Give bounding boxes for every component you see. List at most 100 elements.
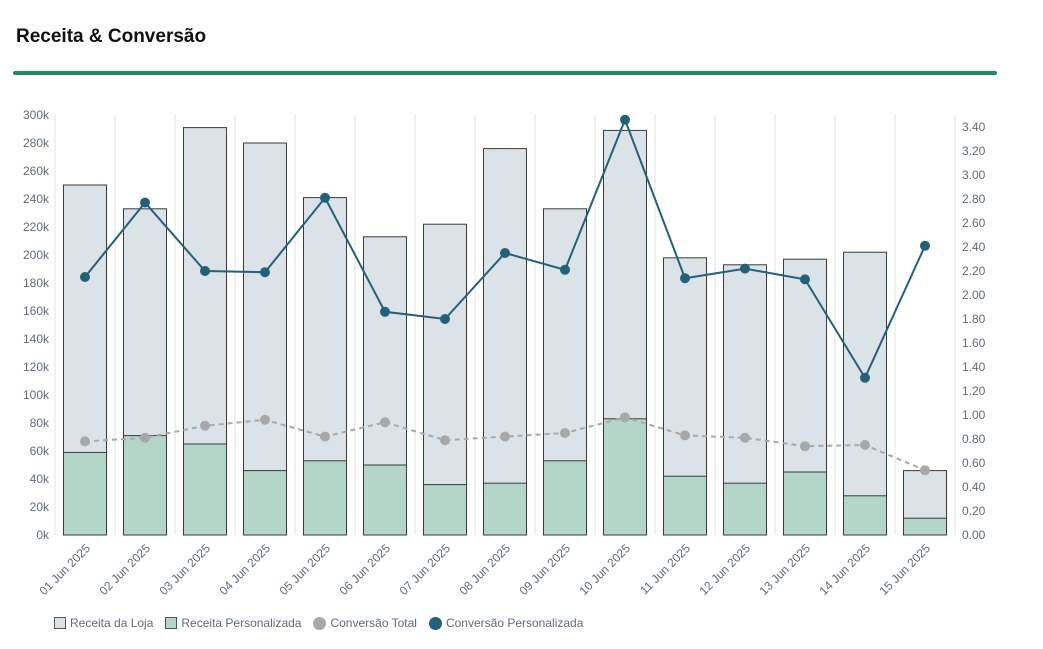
- y2-axis-tick-label: 1.60: [962, 336, 986, 350]
- y-axis-tick-label: 60k: [30, 444, 50, 458]
- point-conversao-personalizada: [260, 267, 270, 278]
- y2-axis-tick-label: 2.40: [962, 240, 986, 254]
- bar-receita-loja: [243, 142, 287, 536]
- bar-receita-personalizada: [903, 517, 947, 536]
- y2-axis-tick-label: 2.60: [962, 216, 986, 230]
- bar-receita-personalizada: [603, 418, 647, 536]
- legend-label-receita-personalizada: Receita Personalizada: [181, 616, 302, 630]
- bar-receita-personalizada: [183, 443, 227, 536]
- y-axis-tick-label: 200k: [23, 248, 50, 262]
- legend-item-receita-personalizada[interactable]: Receita Personalizada: [165, 616, 301, 630]
- bar-receita-personalizada: [843, 495, 887, 536]
- legend-swatch-receita-loja: [54, 617, 66, 629]
- x-axis-tick-label: 13 Jun 2025: [757, 541, 814, 598]
- y-axis-tick-label: 280k: [23, 136, 50, 150]
- y-axis-tick-label: 240k: [23, 192, 50, 206]
- y2-axis-tick-label: 2.20: [962, 264, 986, 278]
- point-conversao-total: [380, 417, 390, 428]
- legend-label-conversao-total: Conversão Total: [330, 616, 417, 630]
- point-conversao-personalizada: [500, 248, 510, 258]
- bar-receita-personalizada: [423, 484, 467, 536]
- y2-axis-tick-label: 1.80: [962, 312, 986, 326]
- x-axis-tick-label: 10 Jun 2025: [577, 541, 634, 598]
- point-conversao-personalizada: [860, 372, 870, 383]
- bar-receita-loja: [423, 223, 467, 536]
- bar-receita-loja: [483, 148, 527, 536]
- y-axis-tick-label: 120k: [23, 360, 50, 374]
- y2-axis-tick-label: 1.40: [962, 360, 986, 374]
- x-axis-tick-label: 02 Jun 2025: [97, 541, 154, 598]
- legend-label-receita-loja: Receita da Loja: [70, 616, 154, 630]
- point-conversao-total: [620, 412, 630, 423]
- point-conversao-personalizada: [560, 264, 570, 275]
- bar-receita-loja: [843, 251, 887, 536]
- y-axis-tick-label: 80k: [30, 416, 50, 430]
- x-axis-tick-label: 01 Jun 2025: [37, 541, 94, 598]
- x-axis-tick-label: 14 Jun 2025: [817, 541, 874, 598]
- y2-axis-tick-label: 3.20: [962, 144, 986, 158]
- y2-axis-tick-label: 0.20: [962, 504, 986, 518]
- point-conversao-total: [320, 431, 330, 442]
- point-conversao-total: [680, 430, 690, 441]
- point-conversao-personalizada: [140, 197, 150, 208]
- x-axis-tick-label: 07 Jun 2025: [397, 541, 454, 598]
- point-conversao-personalizada: [80, 272, 90, 282]
- bar-receita-personalizada: [303, 460, 347, 536]
- x-axis-tick-label: 08 Jun 2025: [457, 541, 514, 598]
- y-axis-tick-label: 0k: [36, 528, 50, 542]
- bar-receita-personalizada: [63, 451, 107, 536]
- y2-axis-tick-label: 3.00: [962, 168, 986, 182]
- point-conversao-personalizada: [320, 192, 330, 203]
- legend-item-conversao-total[interactable]: Conversão Total: [313, 616, 417, 630]
- point-conversao-personalizada: [620, 114, 630, 125]
- point-conversao-total: [800, 441, 810, 452]
- y2-axis-tick-label: 2.00: [962, 288, 986, 302]
- bar-receita-personalizada: [783, 471, 827, 536]
- y-axis-tick-label: 20k: [30, 500, 50, 514]
- point-conversao-total: [860, 440, 870, 450]
- bar-receita-personalizada: [543, 460, 587, 536]
- legend-label-conversao-personalizada: Conversão Personalizada: [445, 616, 584, 630]
- legend-item-conversao-personalizada[interactable]: Conversão Personalizada: [428, 616, 584, 630]
- y-axis-tick-label: 40k: [30, 472, 50, 486]
- y-axis-tick-label: 260k: [23, 164, 50, 178]
- bar-receita-personalizada: [243, 470, 287, 536]
- point-conversao-total: [260, 414, 270, 425]
- point-conversao-personalizada: [740, 263, 750, 274]
- x-axis-tick-label: 05 Jun 2025: [277, 541, 334, 598]
- bar-receita-personalizada: [723, 482, 767, 536]
- y-axis-tick-label: 100k: [23, 388, 50, 402]
- point-conversao-total: [740, 432, 750, 443]
- point-conversao-total: [500, 431, 510, 442]
- x-axis-tick-label: 09 Jun 2025: [517, 541, 574, 598]
- legend-swatch-conversao-personalizada: [428, 616, 442, 630]
- y2-axis-tick-label: 3.40: [962, 120, 986, 134]
- x-axis-tick-label: 15 Jun 2025: [877, 541, 934, 598]
- y-axis-tick-label: 300k: [23, 108, 50, 122]
- bar-receita-personalizada: [363, 464, 407, 536]
- x-axis-tick-label: 11 Jun 2025: [637, 541, 693, 597]
- legend-swatch-receita-personalizada: [165, 617, 178, 629]
- legend-item-receita-loja[interactable]: Receita da Loja: [54, 616, 153, 630]
- x-axis-tick-label: 03 Jun 2025: [157, 541, 214, 598]
- y2-axis-tick-label: 0.40: [962, 480, 986, 494]
- x-axis-tick-label: 06 Jun 2025: [337, 541, 394, 598]
- x-axis-tick-label: 04 Jun 2025: [217, 541, 274, 598]
- point-conversao-total: [80, 436, 90, 447]
- point-conversao-personalizada: [380, 306, 390, 317]
- y2-axis-tick-label: 0.80: [962, 432, 986, 446]
- legend-swatch-conversao-total: [313, 616, 327, 630]
- title-underline: [13, 71, 997, 75]
- y2-axis-tick-label: 1.00: [962, 408, 986, 422]
- y2-axis-tick-label: 0.00: [962, 528, 986, 542]
- point-conversao-personalizada: [200, 266, 210, 276]
- y2-axis-tick-label: 0.60: [962, 456, 986, 470]
- bar-receita-personalizada: [663, 475, 707, 536]
- y-axis-tick-label: 160k: [23, 304, 50, 318]
- point-conversao-total: [560, 428, 570, 438]
- y2-axis-tick-label: 2.80: [962, 192, 986, 206]
- bar-receita-personalizada: [483, 482, 527, 536]
- y-axis-tick-label: 180k: [23, 276, 50, 290]
- line-conversao-total: [84, 416, 926, 472]
- point-conversao-total: [920, 465, 930, 476]
